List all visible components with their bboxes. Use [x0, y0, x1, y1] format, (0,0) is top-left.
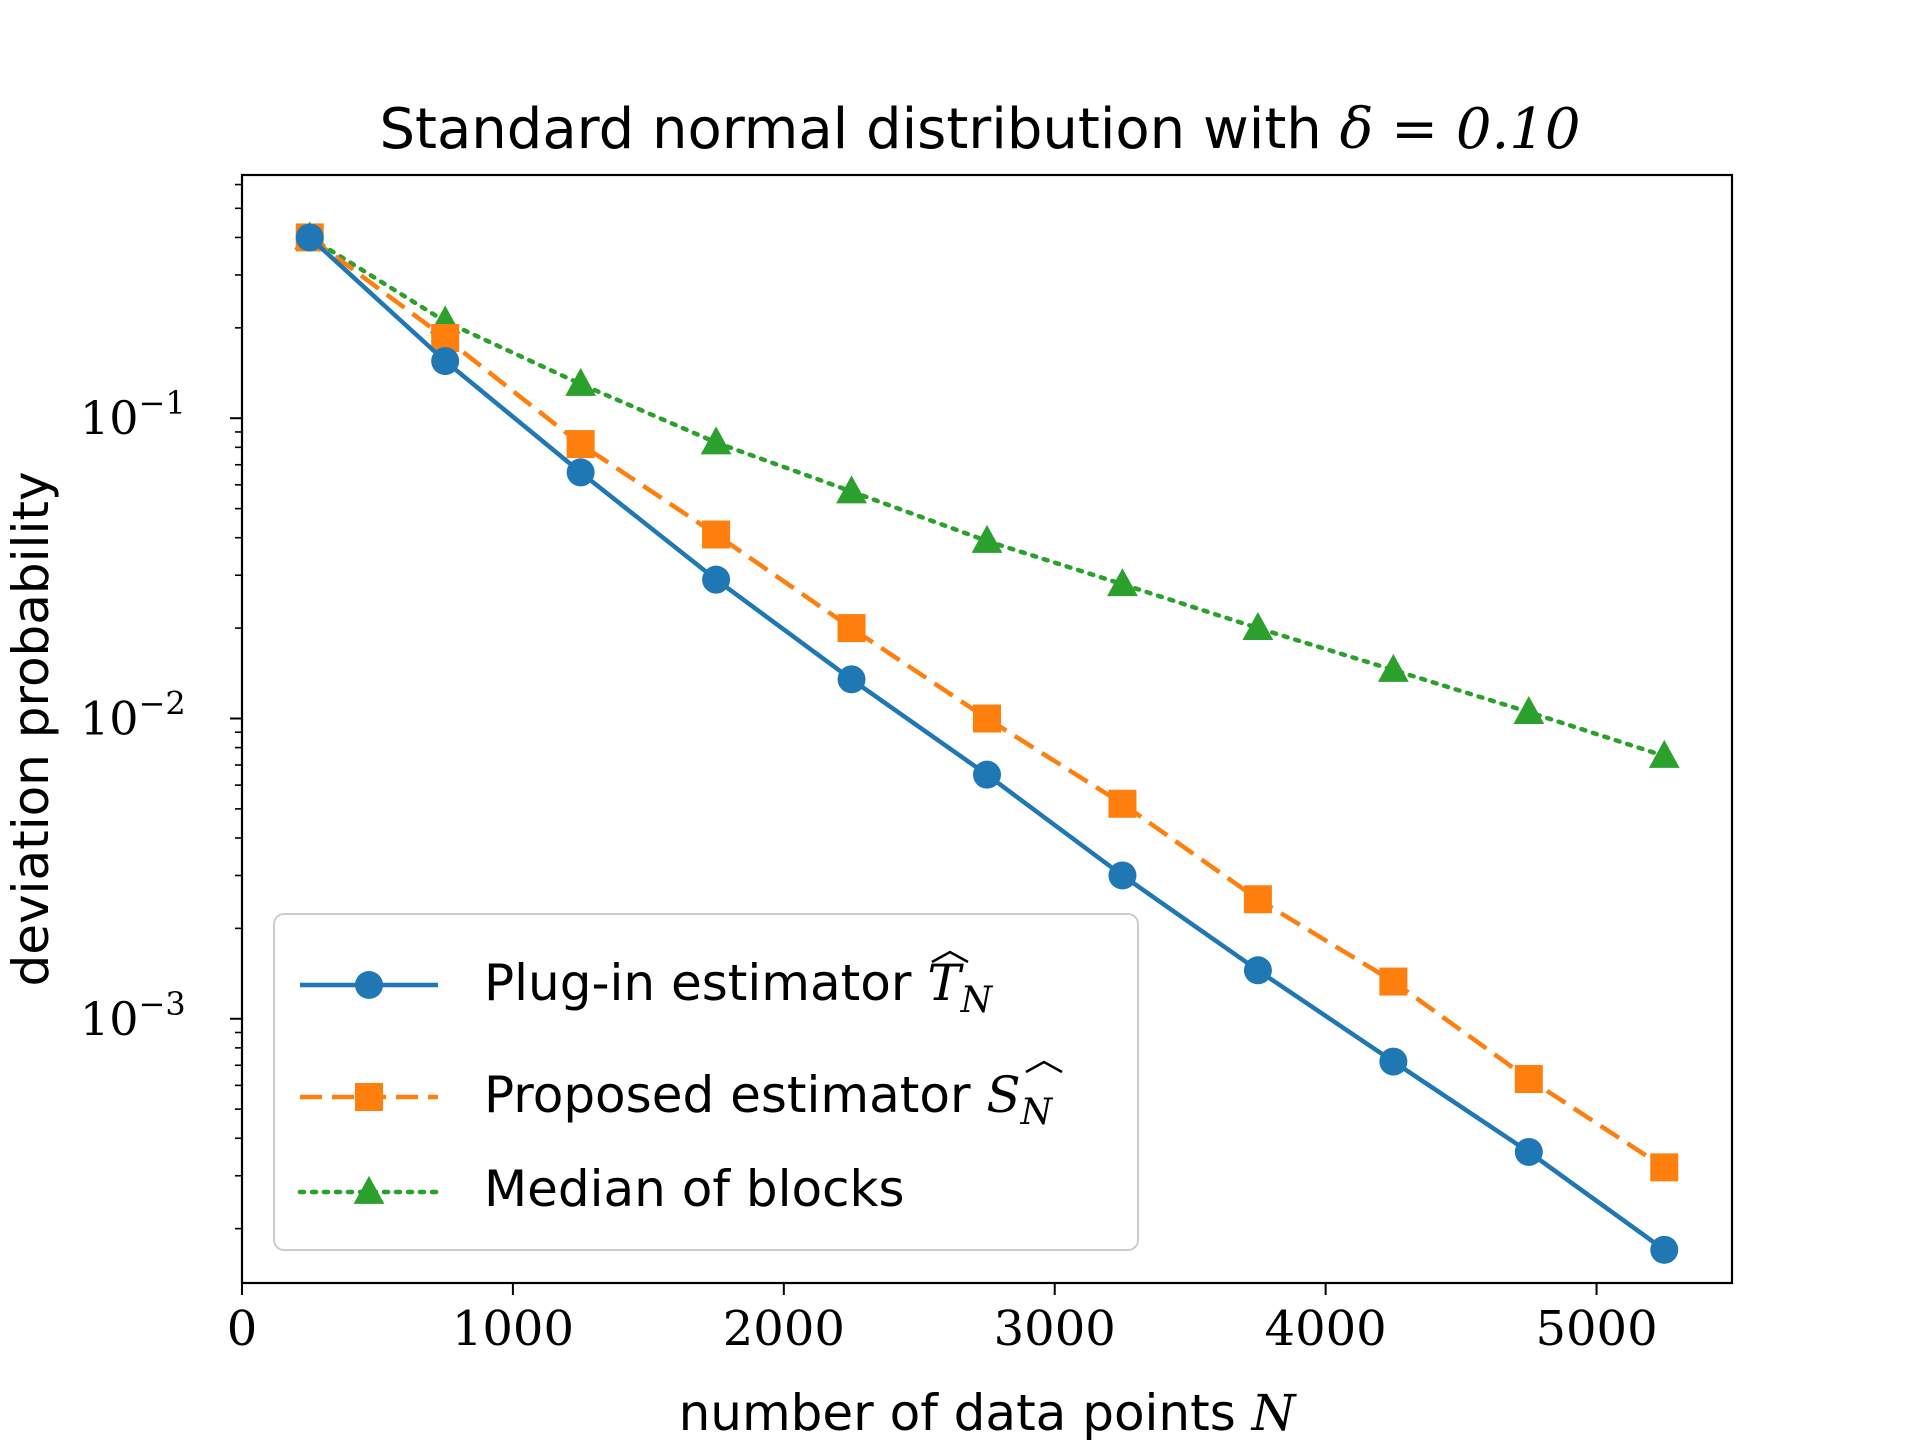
data-point	[1379, 968, 1407, 996]
x-tick-label: 4000	[1265, 1301, 1387, 1357]
legend-label-plugin: Plug-in estimator TN	[484, 954, 994, 1021]
y-axis-label: deviation probability	[2, 471, 60, 986]
data-point	[567, 430, 595, 458]
data-point	[973, 761, 1001, 789]
data-point	[1108, 790, 1136, 818]
data-point	[1244, 956, 1272, 984]
legend: Plug-in estimator TN Proposed estimator …	[274, 914, 1138, 1250]
data-point	[1515, 1138, 1543, 1166]
legend-label-median: Median of blocks	[484, 1160, 905, 1218]
data-point	[702, 566, 730, 594]
data-point	[702, 520, 730, 548]
data-point	[1379, 1048, 1407, 1076]
x-tick-label: 5000	[1535, 1301, 1657, 1357]
x-tick-label: 0	[227, 1301, 258, 1357]
legend-label-proposed: Proposed estimator SN	[484, 1066, 1054, 1133]
data-point	[973, 704, 1001, 732]
data-point	[296, 223, 324, 251]
legend-marker	[355, 1083, 383, 1111]
data-point	[1244, 885, 1272, 913]
legend-marker	[355, 971, 383, 999]
chart-title: Standard normal distribution with δ = 0.…	[379, 97, 1580, 162]
data-point	[567, 458, 595, 486]
data-point	[838, 665, 866, 693]
data-point	[1650, 1236, 1678, 1264]
chart: Standard normal distribution with δ = 0.…	[0, 0, 1920, 1440]
x-tick-label: 2000	[723, 1301, 845, 1357]
x-tick-label: 1000	[452, 1301, 574, 1357]
data-point	[1650, 1153, 1678, 1181]
x-axis-label: number of data points N	[679, 1384, 1298, 1440]
x-tick-label: 3000	[994, 1301, 1116, 1357]
data-point	[838, 614, 866, 642]
data-point	[1515, 1065, 1543, 1093]
data-point	[1108, 861, 1136, 889]
data-point	[431, 347, 459, 375]
